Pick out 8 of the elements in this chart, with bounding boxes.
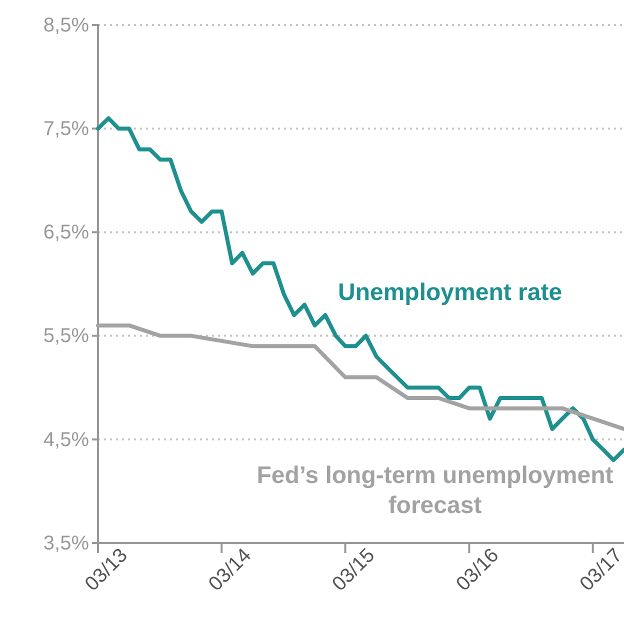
y-tick-label: 8,5% [43,14,90,36]
series-label: Unemployment rate [338,279,562,306]
y-tick-label: 6,5% [43,222,90,244]
series-label: Fed’s long-term unemployment forecast [256,462,614,519]
line-series [96,116,624,462]
y-tick-label: 5,5% [43,325,90,348]
y-tick-label: 7,5% [43,118,90,140]
y-tick-label: 4,5% [43,428,90,451]
